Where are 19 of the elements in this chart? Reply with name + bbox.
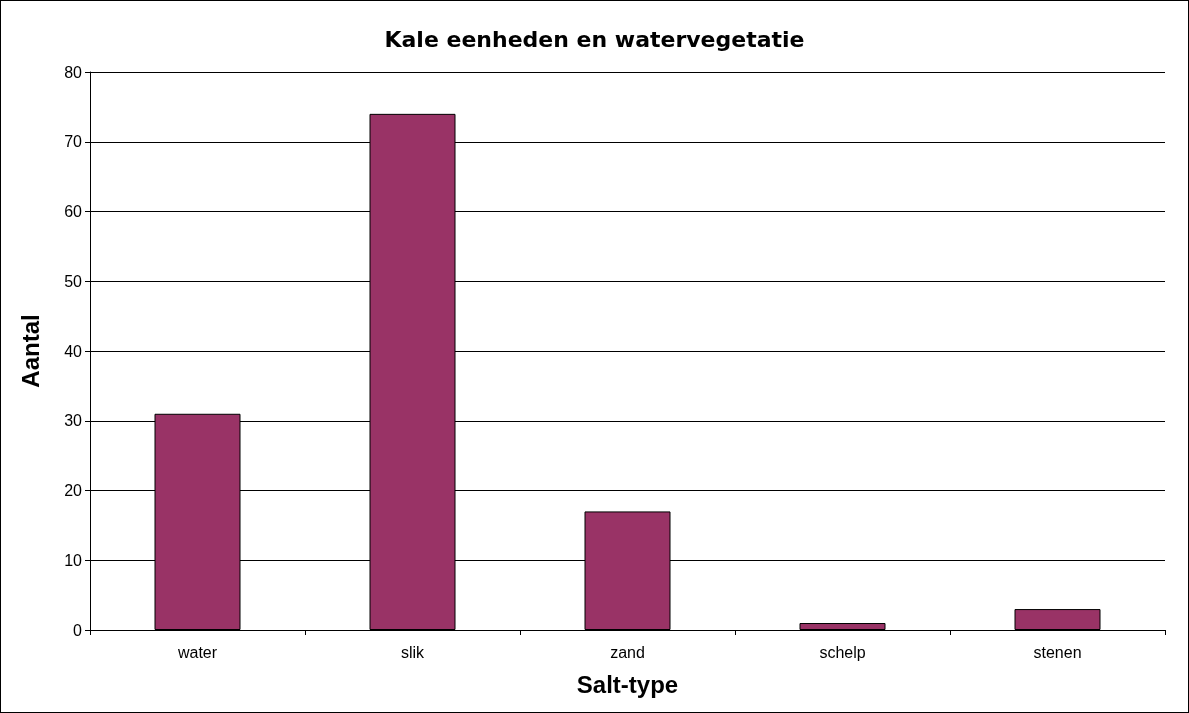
- chart-title: Kale eenheden en watervegetatie: [384, 26, 805, 52]
- y-tick-label: 70: [64, 133, 83, 151]
- y-tick-label: 40: [64, 342, 83, 360]
- y-axis-title: Aantal: [16, 314, 44, 388]
- x-tick-label: schelp: [819, 643, 866, 661]
- bar: [1014, 609, 1101, 630]
- x-tick-label: water: [176, 643, 218, 661]
- x-axis-title: Salt-type: [576, 670, 679, 698]
- x-tick-label: stenen: [1033, 643, 1082, 661]
- y-tick-label: 80: [64, 63, 83, 81]
- y-tick-label: 50: [64, 272, 83, 290]
- x-tick-label: zand: [610, 643, 645, 661]
- y-tick-label: 30: [64, 412, 83, 430]
- y-tick-label: 20: [64, 482, 83, 499]
- y-tick-label: 60: [64, 203, 83, 220]
- y-tick-label: 10: [64, 551, 83, 569]
- x-tick-label: slik: [400, 643, 426, 661]
- bar: [799, 623, 886, 630]
- y-tick-label: 0: [73, 621, 83, 639]
